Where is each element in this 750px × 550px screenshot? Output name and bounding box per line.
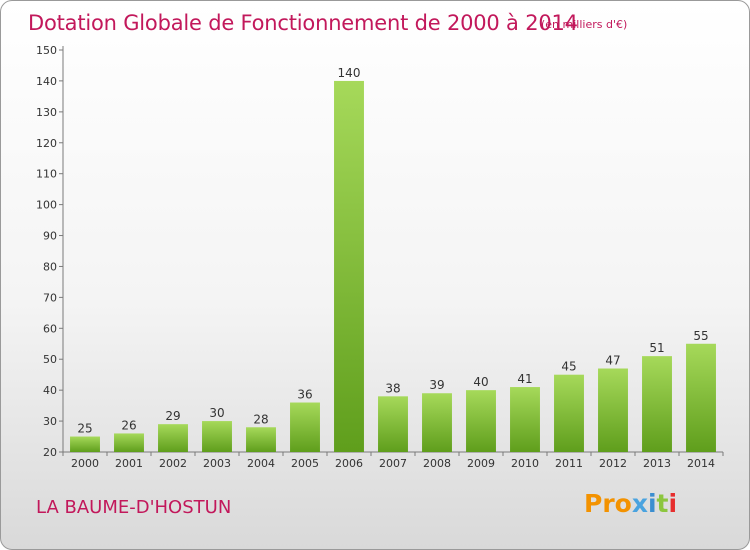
- data-label: 25: [77, 422, 92, 436]
- data-label: 30: [209, 406, 224, 420]
- data-label: 140: [338, 66, 361, 80]
- bar: [202, 421, 232, 452]
- x-tick-label: 2005: [291, 457, 319, 470]
- data-label: 28: [253, 412, 268, 426]
- data-label: 40: [473, 375, 488, 389]
- data-label: 55: [693, 329, 708, 343]
- bar: [334, 80, 364, 452]
- x-tick-label: 2009: [467, 457, 495, 470]
- data-label: 45: [561, 360, 576, 374]
- x-tick-label: 2008: [423, 457, 451, 470]
- bar: [290, 402, 320, 452]
- x-tick-label: 2003: [203, 457, 231, 470]
- y-tick-label: 120: [36, 137, 57, 150]
- data-label: 51: [649, 341, 664, 355]
- y-tick-label: 90: [43, 230, 57, 243]
- x-tick-label: 2002: [159, 457, 187, 470]
- bar: [510, 387, 540, 452]
- bar-series: 25 26 29 30 28 36 140 38 39 40 41 45 47 51 55: [70, 66, 716, 452]
- y-tick-label: 20: [43, 446, 57, 459]
- y-tick-label: 140: [36, 75, 57, 88]
- bar: [114, 433, 144, 452]
- y-tick-label: 70: [43, 291, 57, 304]
- y-tick-label: 60: [43, 322, 57, 335]
- data-label: 38: [385, 381, 400, 395]
- data-label: 41: [517, 372, 532, 386]
- y-tick-label: 130: [36, 106, 57, 119]
- x-tick-label: 2001: [115, 457, 143, 470]
- x-tick-label: 2000: [71, 457, 99, 470]
- bar: [70, 436, 100, 452]
- bar: [422, 393, 452, 452]
- y-tick-label: 50: [43, 353, 57, 366]
- bar: [158, 424, 188, 452]
- x-tick-label: 2010: [511, 457, 539, 470]
- logo-part: i: [668, 489, 678, 518]
- logo-part: x: [631, 489, 648, 518]
- x-tick-label: 2013: [643, 457, 671, 470]
- bar: [466, 390, 496, 452]
- data-label: 47: [605, 354, 620, 368]
- bar: [686, 343, 716, 452]
- proxiti-logo: Proxiti: [584, 489, 677, 518]
- y-tick-label: 110: [36, 168, 57, 181]
- x-tick-label: 2012: [599, 457, 627, 470]
- bar: [378, 396, 408, 452]
- x-tick-label: 2007: [379, 457, 407, 470]
- data-label: 26: [121, 418, 136, 432]
- logo-part: t: [656, 489, 669, 518]
- x-axis: 2000 2001 2002 2003 2004 2005 2006 2007 2008 2009…: [62, 451, 724, 470]
- data-label: 39: [429, 378, 444, 392]
- chart-title: Dotation Globale de Fonctionnement de 20…: [28, 11, 578, 35]
- y-axis: 20 30 40 50 60 70 80 90 100 110 120 130 140 150: [36, 44, 64, 459]
- logo-part: Pro: [584, 489, 632, 518]
- x-tick-label: 2014: [687, 457, 715, 470]
- y-tick-label: 100: [36, 199, 57, 212]
- logo-part: i: [647, 489, 657, 518]
- x-tick-label: 2004: [247, 457, 275, 470]
- x-tick-label: 2006: [335, 457, 363, 470]
- data-label: 29: [165, 409, 180, 423]
- bar: [246, 427, 276, 452]
- unit-note: (en milliers d'€): [541, 18, 628, 31]
- data-label: 36: [297, 388, 312, 402]
- commune-name: LA BAUME-D'HOSTUN: [36, 497, 232, 518]
- bar: [642, 356, 672, 452]
- y-tick-label: 80: [43, 260, 57, 273]
- bar: [554, 374, 584, 452]
- x-tick-label: 2011: [555, 457, 583, 470]
- y-tick-label: 150: [36, 44, 57, 57]
- bar: [598, 368, 628, 452]
- y-tick-label: 40: [43, 384, 57, 397]
- y-tick-label: 30: [43, 415, 57, 428]
